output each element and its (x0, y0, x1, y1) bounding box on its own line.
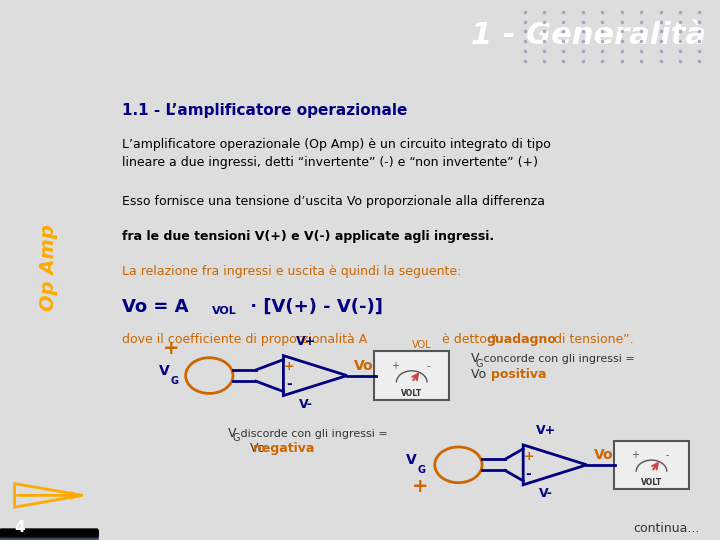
Text: 1.1 - L’amplificatore operazionale: 1.1 - L’amplificatore operazionale (122, 103, 408, 118)
Text: V: V (471, 353, 480, 366)
Text: -: - (286, 377, 292, 392)
Text: VOLT: VOLT (641, 478, 662, 487)
Text: V: V (406, 453, 417, 467)
Text: +: + (163, 340, 179, 359)
Text: è detto “: è detto “ (438, 333, 498, 346)
Text: G: G (171, 376, 179, 386)
Text: G: G (233, 433, 240, 443)
Text: V+: V+ (296, 335, 316, 348)
Text: VOL: VOL (412, 340, 431, 350)
Text: V-: V- (299, 397, 312, 410)
Text: -: - (526, 467, 531, 481)
Text: V-: V- (539, 487, 552, 500)
Text: 1 - Generalità: 1 - Generalità (471, 21, 706, 50)
Text: Op Amp: Op Amp (39, 224, 58, 311)
Text: -: - (666, 450, 670, 460)
Text: Vo: Vo (593, 448, 613, 462)
Text: +: + (523, 449, 534, 463)
Text: +: + (392, 361, 400, 371)
Text: V+: V+ (536, 424, 556, 437)
Text: guadagno: guadagno (487, 333, 557, 346)
Text: G: G (418, 465, 426, 475)
Text: Vo: Vo (250, 442, 269, 455)
Text: -: - (426, 361, 430, 371)
Text: discorde con gli ingressi =: discorde con gli ingressi = (238, 429, 388, 438)
FancyBboxPatch shape (614, 441, 689, 489)
Text: · [V(+) - V(-)]: · [V(+) - V(-)] (243, 298, 382, 316)
Text: V: V (159, 363, 170, 377)
Text: concorde con gli ingressi =: concorde con gli ingressi = (480, 354, 635, 364)
Text: +: + (631, 450, 639, 460)
FancyBboxPatch shape (374, 352, 449, 400)
Text: dove il coefficiente di proporzionalità A: dove il coefficiente di proporzionalità … (122, 333, 367, 346)
Text: Vo = A: Vo = A (122, 298, 189, 316)
Text: di tensione”.: di tensione”. (550, 333, 634, 346)
Text: negativa: negativa (253, 442, 315, 455)
Text: positiva: positiva (491, 368, 546, 381)
Text: VOLT: VOLT (401, 389, 423, 398)
Text: Esso fornisce una tensione d’uscita Vo proporzionale alla differenza: Esso fornisce una tensione d’uscita Vo p… (122, 195, 545, 208)
Text: G: G (476, 359, 483, 369)
Text: VOL: VOL (212, 306, 237, 316)
Text: +: + (412, 477, 428, 496)
Text: Vo: Vo (471, 368, 490, 381)
Text: fra le due tensioni V(+) e V(-) applicate agli ingressi.: fra le due tensioni V(+) e V(-) applicat… (122, 230, 494, 243)
Text: +: + (284, 360, 294, 373)
Text: Vo: Vo (354, 359, 374, 373)
Text: L’amplificatore operazionale (Op Amp) è un circuito integrato di tipo
lineare a : L’amplificatore operazionale (Op Amp) è … (122, 138, 551, 170)
Text: V: V (228, 427, 236, 440)
Text: La relazione fra ingressi e uscita è quindi la seguente:: La relazione fra ingressi e uscita è qui… (122, 265, 462, 278)
Text: continua...: continua... (634, 522, 700, 535)
Text: 4: 4 (14, 520, 25, 535)
